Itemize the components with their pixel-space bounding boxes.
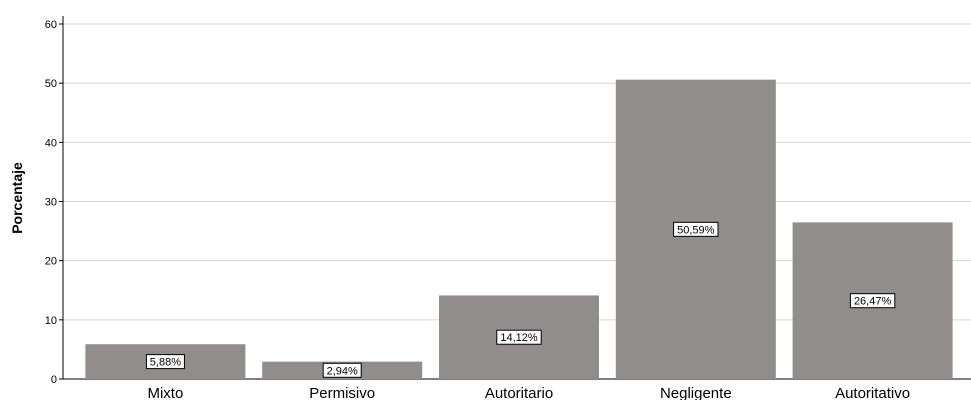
x-category-label: Mixto: [147, 385, 183, 400]
data-label-box: [322, 362, 362, 378]
y-tick-labels: 0 10 20 30 40 50 60: [45, 19, 57, 386]
data-label: 50,59%: [677, 224, 715, 236]
data-label-box: [145, 354, 185, 370]
data-labels: 5,88% 2,94% 14,12% 50,59% 26,47%: [145, 221, 896, 378]
data-label-box: [496, 329, 542, 345]
y-tick-label: 50: [45, 78, 57, 90]
y-tick-label: 30: [45, 197, 57, 209]
x-category-label: Autoritativo: [835, 385, 910, 400]
x-category-label: Negligente: [660, 385, 732, 400]
y-tick-label: 0: [51, 374, 57, 386]
y-tick-label: 60: [45, 19, 57, 31]
y-tick-label: 40: [45, 137, 57, 149]
x-category-label: Permisivo: [309, 385, 375, 400]
data-label: 2,94%: [327, 365, 358, 377]
y-axis-label: Porcentaje: [9, 162, 25, 234]
x-category-label: Autoritario: [485, 385, 553, 400]
data-label: 5,88%: [150, 357, 181, 369]
data-label: 26,47%: [854, 296, 892, 308]
x-category-labels: Mixto Permisivo Autoritario Negligente Autor…: [147, 385, 910, 400]
y-tick-label: 20: [45, 256, 57, 268]
y-tick-label: 10: [45, 315, 57, 327]
data-label: 14,12%: [500, 332, 538, 344]
data-label-box: [673, 221, 719, 237]
data-label-box: [849, 293, 896, 309]
